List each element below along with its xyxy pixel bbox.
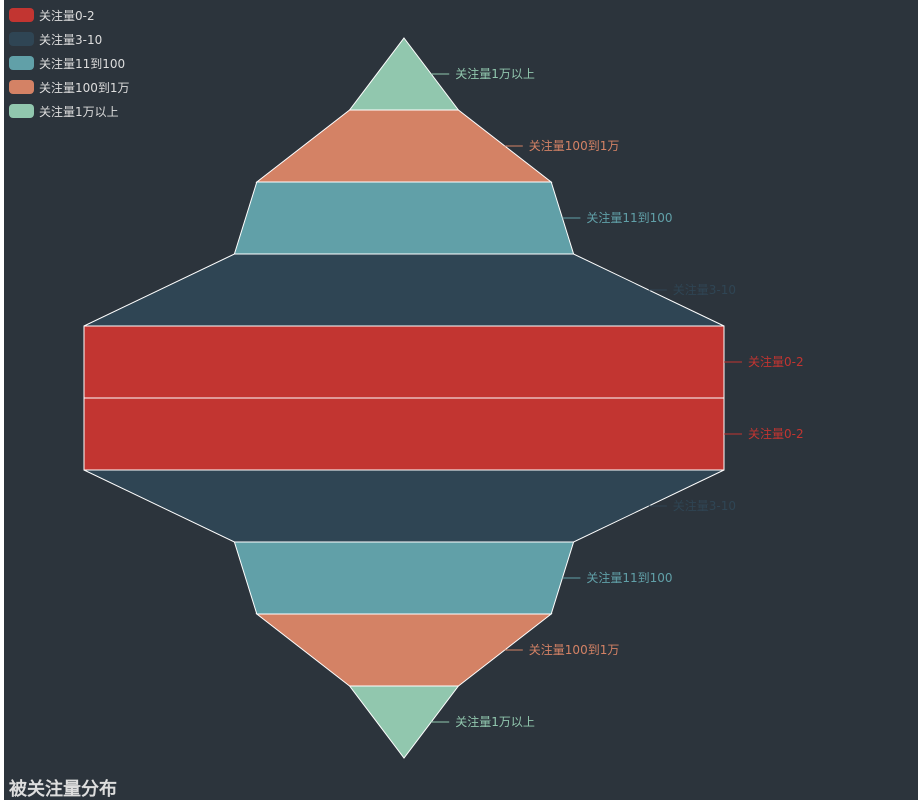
funnel-segment[interactable] [84,398,724,470]
funnel-segment[interactable] [84,470,724,542]
data-label: 关注量0-2 [748,426,804,441]
data-label: 关注量1万以上 [455,66,535,81]
legend-label: 关注量0-2 [39,7,95,24]
legend-swatch [9,56,34,70]
legend-swatch [9,32,34,46]
legend-item[interactable]: 关注量0-2 [9,3,130,27]
data-label: 关注量1万以上 [455,714,535,729]
legend-item[interactable]: 关注量3-10 [9,27,130,51]
legend: 关注量0-2 关注量3-10 关注量11到100 关注量100到1万 关注量1万… [9,3,130,123]
chart-canvas: 关注量1万以上 关注量100到1万 关注量11到100 关注量3-10 关注量0-2 关注… [4,0,918,800]
chart-title: 被关注量分布 [9,775,117,801]
data-label: 关注量3-10 [673,498,736,513]
funnel-chart: 关注量1万以上关注量100到1万关注量11到100关注量3-10关注量0-2关注… [4,0,918,800]
legend-item[interactable]: 关注量1万以上 [9,99,130,123]
legend-item[interactable]: 关注量100到1万 [9,75,130,99]
legend-item[interactable]: 关注量11到100 [9,51,130,75]
data-label: 关注量100到1万 [529,138,620,153]
data-label: 关注量11到100 [586,570,672,585]
data-label: 关注量0-2 [748,354,804,369]
data-label: 关注量11到100 [586,210,672,225]
funnel-segment[interactable] [84,326,724,398]
funnel-segment[interactable] [234,542,573,614]
legend-label: 关注量100到1万 [39,79,130,96]
legend-label: 关注量11到100 [39,55,125,72]
legend-label: 关注量1万以上 [39,103,119,120]
legend-label: 关注量3-10 [39,31,102,48]
legend-swatch [9,8,34,22]
legend-swatch [9,104,34,118]
legend-swatch [9,80,34,94]
data-label: 关注量100到1万 [529,642,620,657]
funnel-segment[interactable] [84,254,724,326]
data-label: 关注量3-10 [673,282,736,297]
funnel-segment[interactable] [234,182,573,254]
